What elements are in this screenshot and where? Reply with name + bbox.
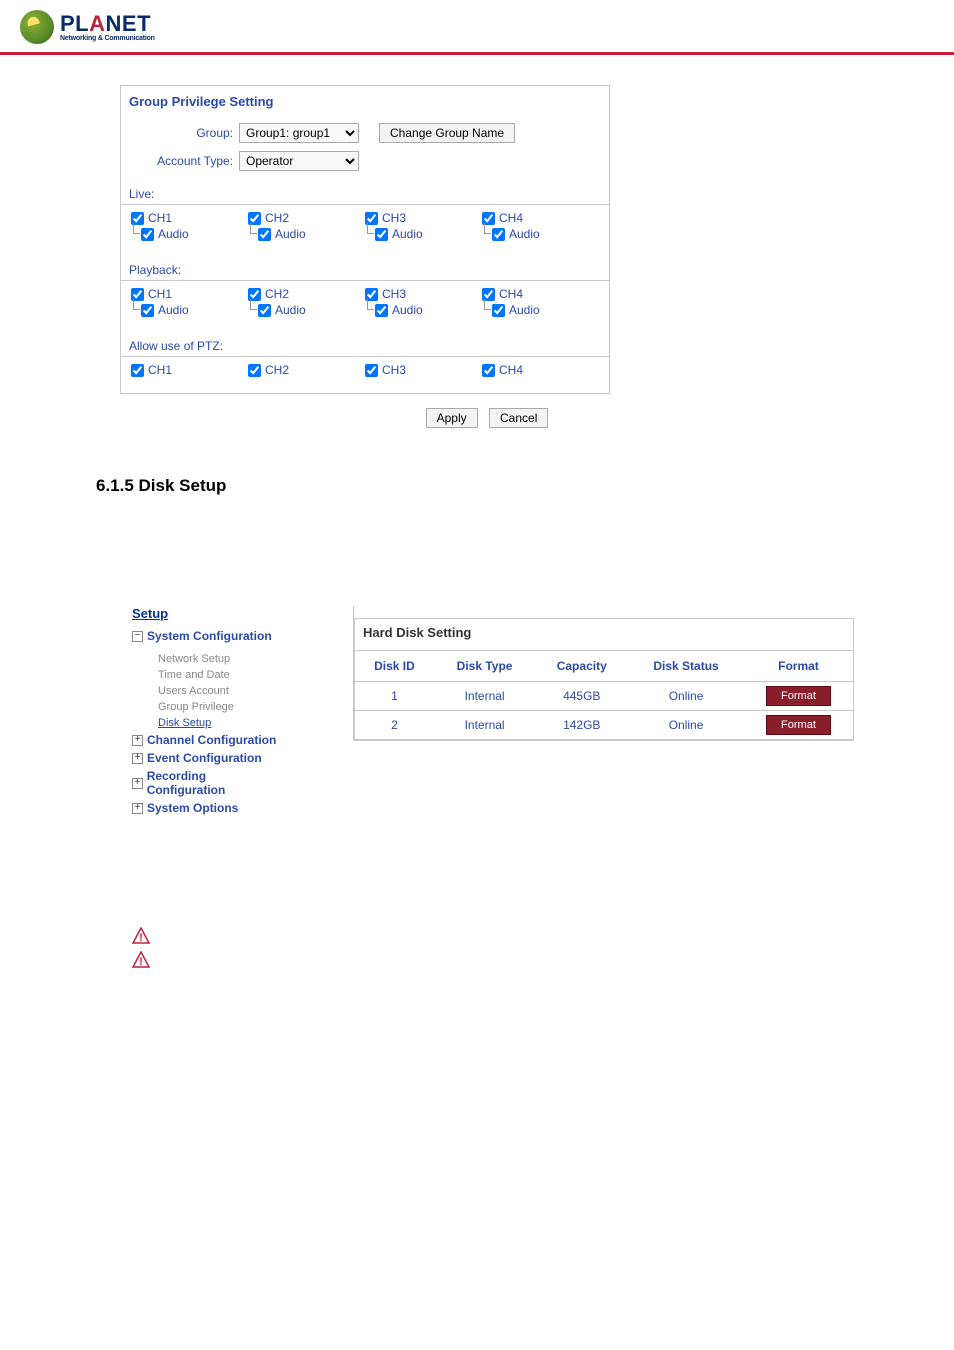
col-disk-status: Disk Status — [628, 651, 744, 682]
nav-system-options[interactable]: +System Options — [132, 799, 283, 817]
nav-item-group[interactable]: Group Privilege — [158, 699, 283, 715]
brand-tagline: Networking & Communication — [60, 35, 155, 42]
page-header: PLANET Networking & Communication — [0, 0, 954, 55]
nav-setup-link[interactable]: Setup — [132, 606, 283, 621]
svg-text:!: ! — [139, 956, 143, 968]
table-row: 1 Internal 445GB Online Format — [355, 682, 853, 711]
warning-icon: ! — [132, 951, 150, 969]
logo-mark-icon — [20, 10, 54, 44]
tree-expand-icon[interactable]: + — [132, 778, 143, 789]
panel-title: Group Privilege Setting — [121, 86, 609, 119]
nav-recording-configuration[interactable]: +Recording Configuration — [132, 767, 283, 799]
ptz-label: Allow use of PTZ: — [121, 327, 609, 356]
setup-nav: Setup −System Configuration Network Setu… — [120, 606, 283, 817]
tree-expand-icon[interactable]: + — [132, 803, 143, 814]
live-label: Live: — [121, 175, 609, 204]
ptz-ch4-checkbox[interactable] — [482, 364, 495, 377]
col-capacity: Capacity — [535, 651, 628, 682]
pb-ch3-audio-checkbox[interactable] — [375, 304, 388, 317]
group-select[interactable]: Group1: group1 — [239, 123, 359, 143]
live-ch3-audio-checkbox[interactable] — [375, 228, 388, 241]
group-label: Group: — [131, 126, 239, 140]
col-disk-type: Disk Type — [434, 651, 535, 682]
live-ch2-audio-checkbox[interactable] — [258, 228, 271, 241]
warning-icon: ! — [132, 927, 150, 945]
col-disk-id: Disk ID — [355, 651, 434, 682]
nav-system-configuration[interactable]: −System Configuration — [132, 627, 283, 645]
group-privilege-panel: Group Privilege Setting Group: Group1: g… — [120, 85, 610, 394]
pb-ch4-audio-checkbox[interactable] — [492, 304, 505, 317]
nav-item-time[interactable]: Time and Date — [158, 667, 283, 683]
nav-event-configuration[interactable]: +Event Configuration — [132, 749, 283, 767]
playback-label: Playback: — [121, 251, 609, 280]
section-heading: 6.1.5 Disk Setup — [96, 476, 854, 496]
disk-table: Disk ID Disk Type Capacity Disk Status F… — [355, 651, 853, 740]
nav-item-users[interactable]: Users Account — [158, 683, 283, 699]
nav-item-network[interactable]: Network Setup — [158, 651, 283, 667]
live-channels: CH1 Audio CH2 Audio CH3 Audio CH4 Audio — [121, 205, 609, 251]
account-type-select[interactable]: Operator — [239, 151, 359, 171]
svg-text:!: ! — [139, 932, 143, 944]
warnings: ! ! — [120, 927, 854, 969]
cancel-button[interactable]: Cancel — [489, 408, 548, 428]
nav-item-disk[interactable]: Disk Setup — [158, 715, 283, 731]
format-button[interactable]: Format — [766, 686, 831, 706]
hard-disk-panel: Hard Disk Setting Disk ID Disk Type Capa… — [354, 618, 854, 741]
disk-panel-title: Hard Disk Setting — [354, 618, 854, 650]
col-format: Format — [744, 651, 853, 682]
format-button[interactable]: Format — [766, 715, 831, 735]
ptz-channels: CH1 CH2 CH3 CH4 — [121, 357, 609, 387]
tree-collapse-icon[interactable]: − — [132, 631, 143, 642]
tree-expand-icon[interactable]: + — [132, 753, 143, 764]
playback-channels: CH1 Audio CH2 Audio CH3 Audio CH4 Audio — [121, 281, 609, 327]
table-row: 2 Internal 142GB Online Format — [355, 711, 853, 740]
live-ch1-audio-checkbox[interactable] — [141, 228, 154, 241]
ptz-ch3-checkbox[interactable] — [365, 364, 378, 377]
nav-channel-configuration[interactable]: +Channel Configuration — [132, 731, 283, 749]
ptz-ch2-checkbox[interactable] — [248, 364, 261, 377]
account-type-label: Account Type: — [131, 154, 239, 168]
change-group-name-button[interactable]: Change Group Name — [379, 123, 515, 143]
apply-button[interactable]: Apply — [426, 408, 478, 428]
pb-ch2-audio-checkbox[interactable] — [258, 304, 271, 317]
logo: PLANET Networking & Communication — [20, 10, 934, 44]
pb-ch1-audio-checkbox[interactable] — [141, 304, 154, 317]
tree-expand-icon[interactable]: + — [132, 735, 143, 746]
live-ch4-audio-checkbox[interactable] — [492, 228, 505, 241]
brand-name: PLANET — [60, 13, 155, 35]
ptz-ch1-checkbox[interactable] — [131, 364, 144, 377]
